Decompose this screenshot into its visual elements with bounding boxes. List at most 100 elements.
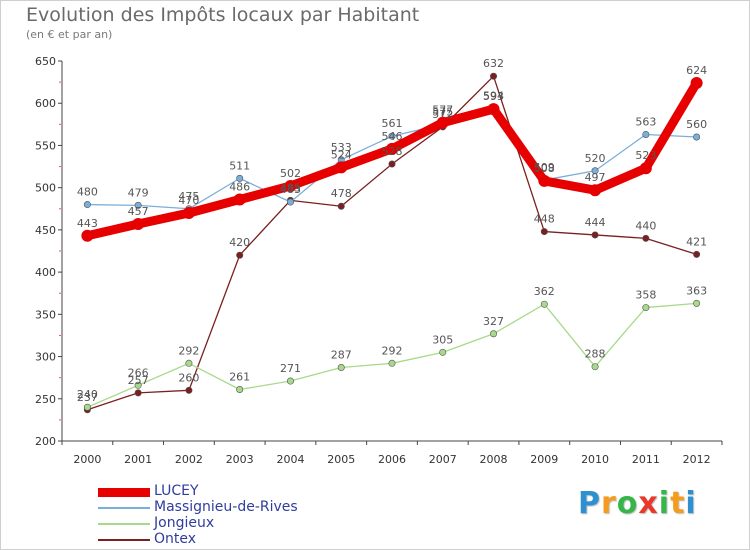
- data-label-0: 502: [280, 167, 301, 180]
- data-label-1: 511: [229, 159, 250, 172]
- proxiti-logo: Proxiti: [578, 486, 697, 521]
- y-tick-label: 600: [35, 97, 56, 110]
- data-label-0: 457: [128, 205, 149, 218]
- x-tick-label: 2009: [530, 453, 558, 466]
- data-label-1: 475: [178, 190, 199, 203]
- series-point-3: [490, 72, 498, 80]
- series-point-0: [335, 161, 348, 174]
- series-point-2: [185, 359, 193, 367]
- legend-entry-1: Massignieu-de-Rives: [98, 499, 358, 516]
- data-label-3: 257: [128, 374, 149, 387]
- data-label-1: 483: [280, 183, 301, 196]
- data-label-2: 287: [331, 349, 352, 362]
- series-point-0: [233, 193, 246, 206]
- y-tick-label: 650: [35, 55, 56, 68]
- data-label-3: 485: [280, 181, 301, 194]
- data-label-0: 524: [331, 148, 352, 161]
- data-label-0: 577: [432, 104, 453, 117]
- series-point-0: [639, 162, 652, 175]
- series-point-2: [337, 364, 345, 372]
- y-tick-label: 250: [35, 393, 56, 406]
- x-tick-label: 2005: [327, 453, 355, 466]
- data-label-0: 486: [229, 180, 250, 193]
- data-label-2: 358: [635, 289, 656, 302]
- series-point-2: [693, 299, 701, 307]
- logo-letter: i: [658, 486, 671, 521]
- data-label-3: 632: [483, 57, 504, 70]
- data-label-0: 470: [178, 194, 199, 207]
- y-tick-label: 200: [35, 435, 56, 448]
- series-point-1: [83, 201, 91, 209]
- data-label-0: 508: [534, 162, 555, 175]
- series-point-0: [386, 142, 398, 155]
- logo-letter: t: [670, 486, 686, 521]
- data-label-3: 421: [686, 235, 707, 248]
- series-point-1: [286, 198, 294, 206]
- data-label-1: 480: [77, 186, 98, 199]
- series-point-0: [132, 217, 145, 230]
- data-label-3: 528: [382, 145, 403, 158]
- line-chart: 200 250 300 350 400 450 500 550 600 650 2000 2001 20…: [35, 55, 723, 466]
- x-tick-label: 2010: [581, 453, 609, 466]
- logo-letter: r: [601, 486, 617, 521]
- data-label-1: 561: [382, 117, 403, 130]
- x-tick-label: 2001: [124, 453, 152, 466]
- x-tick-label: 2012: [683, 453, 711, 466]
- x-tick-label: 2011: [632, 453, 660, 466]
- series-point-2: [591, 363, 599, 371]
- data-label-1: 560: [686, 118, 707, 131]
- legend-swatch: [98, 507, 150, 509]
- data-label-0: 593: [483, 90, 504, 103]
- series-point-1: [642, 130, 650, 138]
- series-point-2: [490, 330, 498, 338]
- series-point-3: [591, 231, 599, 239]
- data-label-3: 420: [229, 236, 250, 249]
- series-point-0: [538, 174, 551, 187]
- legend-entry-0: LUCEY: [98, 483, 358, 500]
- y-tick-label: 550: [35, 139, 56, 152]
- data-label-3: 440: [635, 219, 656, 232]
- x-tick-label: 2004: [276, 453, 304, 466]
- data-label-2: 266: [128, 366, 149, 379]
- chart-subtitle: (en € et par an): [26, 28, 113, 41]
- data-label-0: 624: [686, 64, 707, 77]
- data-label-3: 572: [432, 108, 453, 121]
- series-point-0: [487, 103, 500, 116]
- data-label-2: 305: [432, 333, 453, 346]
- data-label-3: 237: [77, 391, 98, 404]
- series-point-3: [134, 389, 142, 397]
- series-point-2: [236, 385, 244, 393]
- legend-swatch: [98, 523, 150, 525]
- data-label-0: 523: [635, 149, 656, 162]
- series-point-0: [284, 179, 297, 192]
- data-label-0: 546: [382, 130, 403, 143]
- data-label-2: 271: [280, 362, 301, 375]
- series-point-0: [81, 229, 94, 242]
- series-point-2: [388, 359, 396, 367]
- legend-label: LUCEY: [154, 483, 199, 499]
- series-point-3: [337, 202, 345, 210]
- legend-entry-3: Ontex: [98, 531, 358, 548]
- data-label-1: 509: [534, 161, 555, 174]
- series-point-1: [693, 133, 701, 141]
- chart-title: Evolution des Impôts locaux par Habitant: [26, 4, 420, 26]
- logo-letter: x: [638, 486, 659, 521]
- data-label-2: 327: [483, 315, 504, 328]
- y-tick-label: 300: [35, 351, 56, 364]
- legend-swatch: [98, 487, 150, 497]
- legend-entry-2: Jongieux: [98, 515, 358, 532]
- data-label-2: 292: [178, 344, 199, 357]
- series-point-0: [690, 76, 703, 89]
- legend-swatch: [98, 539, 150, 541]
- data-label-2: 363: [686, 284, 707, 297]
- series-point-2: [134, 381, 142, 389]
- x-tick-label: 2006: [378, 453, 406, 466]
- x-tick-label: 2003: [226, 453, 254, 466]
- series-point-3: [185, 386, 193, 394]
- x-tick-label: 2002: [175, 453, 203, 466]
- y-tick-label: 500: [35, 182, 56, 195]
- series-point-1: [236, 174, 244, 182]
- series-point-0: [589, 184, 602, 197]
- series-point-2: [540, 300, 548, 308]
- series-point-3: [540, 228, 548, 236]
